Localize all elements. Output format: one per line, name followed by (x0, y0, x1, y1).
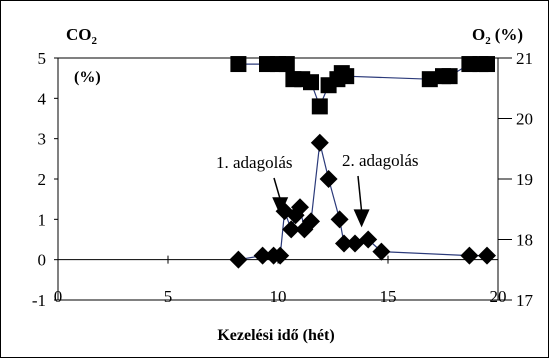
co2-point (282, 220, 301, 239)
annotation-label: 1. adagolás (216, 153, 292, 172)
annotation-arrow-head (272, 197, 289, 216)
o2-point (303, 74, 319, 91)
series-marks (229, 56, 496, 269)
y-right-title-sub: 2 (485, 35, 491, 47)
y-right-title-unit: (%) (495, 25, 523, 44)
y-axis-left: -1 0 1 2 3 4 5 (32, 49, 59, 310)
y-left-unit: (%) (74, 69, 101, 86)
o2-point (441, 68, 458, 85)
o2-point (230, 56, 247, 73)
y-left-tick-label: 0 (38, 251, 47, 270)
x-axis-title: Kezelési idő (hét) (217, 327, 334, 344)
co2-point (319, 170, 338, 188)
plot-area (57, 57, 499, 301)
y-left-tick-label: 4 (38, 89, 47, 108)
co2-point (460, 246, 479, 265)
annotation-arrow-head (353, 209, 370, 228)
co2-point (330, 210, 349, 229)
annotation-label: 2. adagolás (342, 151, 418, 170)
annotations: 1. adagolás 2. adagolás (216, 151, 418, 228)
co2-point (291, 198, 309, 217)
y-left-title: CO2 (66, 25, 98, 47)
o2-point (479, 56, 495, 73)
annotation-arrow-shaft (357, 175, 363, 212)
y-right-tick-label: 19 (516, 170, 533, 189)
co2-point (271, 246, 290, 265)
o2-point (421, 71, 438, 88)
o2-point (311, 98, 328, 115)
y-left-tick-label: -1 (32, 291, 46, 310)
co2-point (346, 234, 364, 253)
o2-point (278, 56, 295, 73)
co2-point (253, 246, 272, 265)
y-right-tick-label: 21 (516, 49, 533, 68)
x-tick-label: 5 (164, 287, 173, 306)
y-axis-right: 17 18 19 20 21 (497, 49, 534, 310)
y-right-title-main: O (472, 25, 485, 44)
y-right-tick-label: 17 (516, 291, 534, 310)
y-left-title-sub: 2 (92, 35, 98, 47)
y-left-tick-label: 5 (38, 49, 47, 68)
y-left-tick-label: 3 (38, 130, 47, 149)
x-tick-label: 15 (380, 287, 397, 306)
co2-point (302, 212, 320, 231)
co2-point (229, 250, 248, 269)
y-left-tick-label: 1 (38, 210, 47, 229)
y-left-title-main: CO (66, 25, 92, 44)
y-right-tick-label: 20 (516, 110, 533, 129)
o2-point (338, 68, 355, 85)
y-right-title: O2 (%) (472, 25, 523, 47)
co2-point (335, 234, 353, 253)
x-tick-label: 10 (270, 287, 287, 306)
co2-point (478, 246, 496, 265)
co2-point (359, 230, 378, 249)
co2-point (310, 133, 329, 152)
co2-point (372, 242, 391, 261)
y-left-tick-label: 2 (38, 170, 47, 189)
annotation-arrow-shaft (273, 177, 281, 200)
y-right-tick-label: 18 (516, 231, 533, 250)
